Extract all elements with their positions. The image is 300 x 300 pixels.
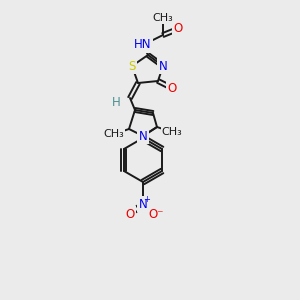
Text: CH₃: CH₃ [162,127,182,137]
Text: H: H [112,97,120,110]
Text: O⁻: O⁻ [148,208,164,220]
Text: CH₃: CH₃ [153,13,173,23]
Text: HN: HN [134,38,152,52]
Text: S: S [128,59,136,73]
Text: CH₃: CH₃ [103,129,124,139]
Text: O: O [167,82,177,94]
Text: +: + [144,194,150,203]
Text: N: N [139,130,147,142]
Text: O: O [173,22,183,35]
Text: O: O [125,208,135,220]
Text: N: N [159,59,167,73]
Text: N: N [139,197,147,211]
